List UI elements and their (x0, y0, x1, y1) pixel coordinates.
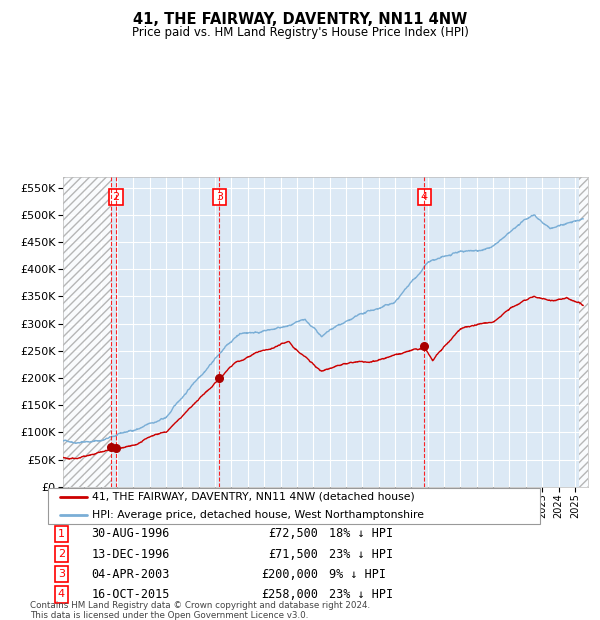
Text: 23% ↓ HPI: 23% ↓ HPI (329, 588, 393, 601)
Text: £72,500: £72,500 (268, 528, 318, 541)
Text: 2: 2 (113, 192, 120, 202)
Bar (579, 177, 588, 487)
Text: Contains HM Land Registry data © Crown copyright and database right 2024.
This d: Contains HM Land Registry data © Crown c… (30, 601, 370, 620)
Text: 41, THE FAIRWAY, DAVENTRY, NN11 4NW (detached house): 41, THE FAIRWAY, DAVENTRY, NN11 4NW (det… (92, 492, 415, 502)
Text: 2: 2 (58, 549, 65, 559)
Text: 4: 4 (421, 192, 428, 202)
FancyBboxPatch shape (48, 488, 540, 524)
Text: 3: 3 (58, 569, 65, 579)
Text: 23% ↓ HPI: 23% ↓ HPI (329, 547, 393, 560)
Text: HPI: Average price, detached house, West Northamptonshire: HPI: Average price, detached house, West… (92, 510, 424, 520)
Text: 41, THE FAIRWAY, DAVENTRY, NN11 4NW: 41, THE FAIRWAY, DAVENTRY, NN11 4NW (133, 12, 467, 27)
Text: 3: 3 (215, 192, 223, 202)
Text: 30-AUG-1996: 30-AUG-1996 (91, 528, 170, 541)
Text: 18% ↓ HPI: 18% ↓ HPI (329, 528, 393, 541)
Text: 4: 4 (58, 590, 65, 600)
Text: £258,000: £258,000 (261, 588, 318, 601)
Bar (63, 177, 111, 487)
Text: 13-DEC-1996: 13-DEC-1996 (91, 547, 170, 560)
Text: 1: 1 (58, 529, 65, 539)
Text: Price paid vs. HM Land Registry's House Price Index (HPI): Price paid vs. HM Land Registry's House … (131, 26, 469, 39)
Text: 04-APR-2003: 04-APR-2003 (91, 568, 170, 581)
Text: 9% ↓ HPI: 9% ↓ HPI (329, 568, 386, 581)
Text: £200,000: £200,000 (261, 568, 318, 581)
Text: £71,500: £71,500 (268, 547, 318, 560)
Text: 16-OCT-2015: 16-OCT-2015 (91, 588, 170, 601)
